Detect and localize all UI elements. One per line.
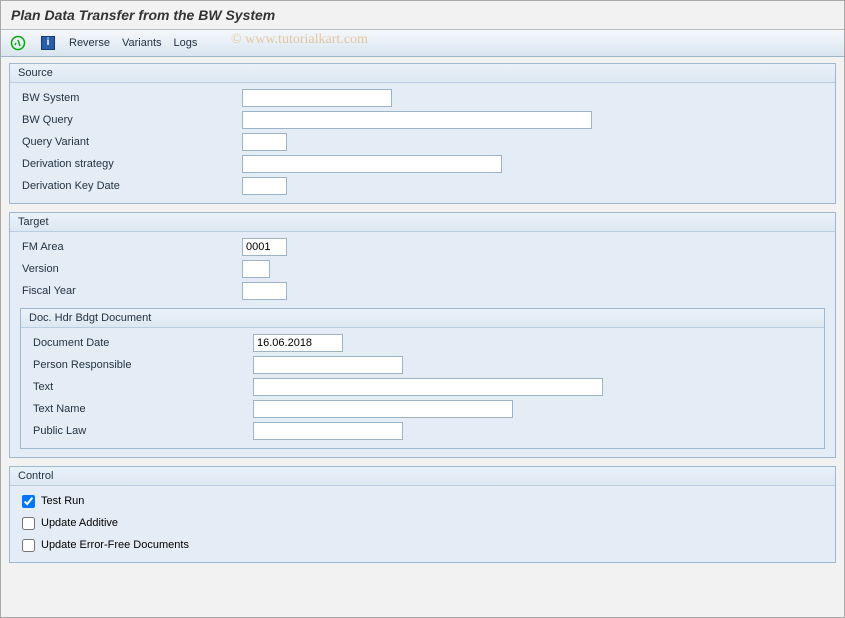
test-run-checkbox[interactable] — [22, 495, 35, 508]
document-date-label: Document Date — [33, 337, 253, 349]
watermark-text: © www.tutorialkart.com — [231, 32, 368, 48]
fm-area-input[interactable] — [242, 238, 287, 256]
source-group: Source BW System BW Query Query Variant … — [9, 63, 836, 204]
public-law-input[interactable] — [253, 422, 403, 440]
query-variant-label: Query Variant — [22, 136, 242, 148]
text-label: Text — [33, 381, 253, 393]
fiscal-year-input[interactable] — [242, 282, 287, 300]
source-title: Source — [10, 64, 835, 83]
text-input[interactable] — [253, 378, 603, 396]
document-date-input[interactable] — [253, 334, 343, 352]
derivation-key-date-label: Derivation Key Date — [22, 180, 242, 192]
public-law-label: Public Law — [33, 425, 253, 437]
test-run-label: Test Run — [41, 495, 84, 507]
derivation-key-date-input[interactable] — [242, 177, 287, 195]
target-group: Target FM Area Version Fiscal Year Doc. … — [9, 212, 836, 458]
page-title: Plan Data Transfer from the BW System — [1, 1, 844, 30]
update-additive-checkbox[interactable] — [22, 517, 35, 530]
control-group: Control Test Run Update Additive Update … — [9, 466, 836, 563]
control-title: Control — [10, 467, 835, 486]
version-label: Version — [22, 263, 242, 275]
text-name-input[interactable] — [253, 400, 513, 418]
bw-query-input[interactable] — [242, 111, 592, 129]
bw-system-label: BW System — [22, 92, 242, 104]
doc-hdr-group: Doc. Hdr Bdgt Document Document Date Per… — [20, 308, 825, 449]
execute-icon[interactable] — [9, 34, 27, 52]
derivation-strategy-input[interactable] — [242, 155, 502, 173]
toolbar: i Reverse Variants Logs © www.tutorialka… — [1, 30, 844, 57]
text-name-label: Text Name — [33, 403, 253, 415]
toolbar-variants[interactable]: Variants — [122, 37, 162, 49]
update-error-free-checkbox[interactable] — [22, 539, 35, 552]
fm-area-label: FM Area — [22, 241, 242, 253]
info-icon[interactable]: i — [39, 34, 57, 52]
version-input[interactable] — [242, 260, 270, 278]
derivation-strategy-label: Derivation strategy — [22, 158, 242, 170]
person-responsible-input[interactable] — [253, 356, 403, 374]
target-title: Target — [10, 213, 835, 232]
bw-query-label: BW Query — [22, 114, 242, 126]
update-additive-label: Update Additive — [41, 517, 118, 529]
update-error-free-label: Update Error-Free Documents — [41, 539, 189, 551]
fiscal-year-label: Fiscal Year — [22, 285, 242, 297]
person-responsible-label: Person Responsible — [33, 359, 253, 371]
doc-hdr-title: Doc. Hdr Bdgt Document — [21, 309, 824, 328]
toolbar-reverse[interactable]: Reverse — [69, 37, 110, 49]
bw-system-input[interactable] — [242, 89, 392, 107]
query-variant-input[interactable] — [242, 133, 287, 151]
toolbar-logs[interactable]: Logs — [174, 37, 198, 49]
